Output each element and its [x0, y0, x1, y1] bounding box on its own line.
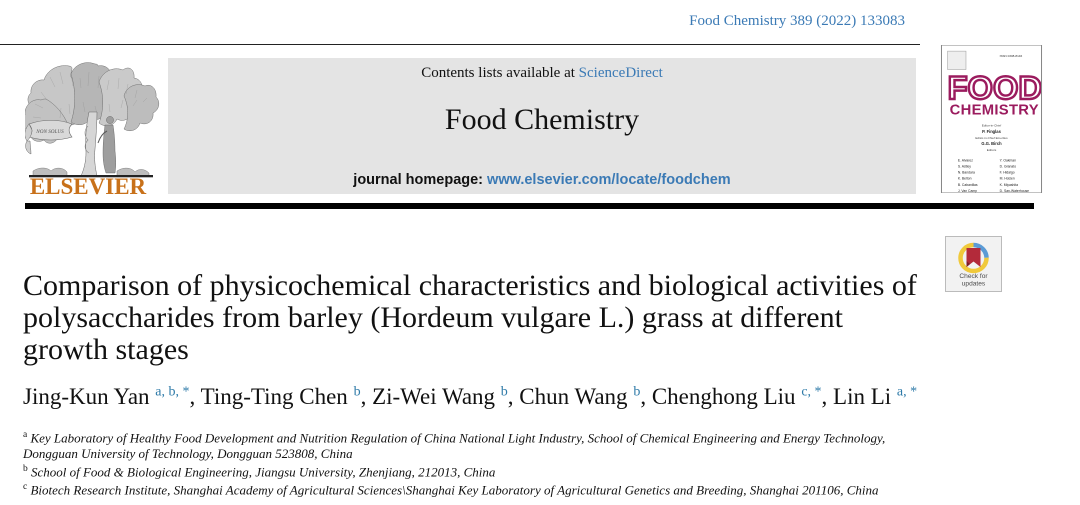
svg-text:Editor-in-Chief: Editor-in-Chief: [982, 124, 1002, 128]
svg-text:Y. Oakman: Y. Oakman: [1000, 158, 1017, 162]
svg-text:CHEMISTRY: CHEMISTRY: [950, 102, 1039, 118]
svg-text:B. Cabanillas: B. Cabanillas: [958, 183, 978, 187]
svg-text:K. Belton: K. Belton: [958, 177, 972, 181]
svg-text:S. Astley: S. Astley: [958, 164, 971, 168]
svg-text:ISSN 0308-8146: ISSN 0308-8146: [1000, 54, 1023, 58]
svg-text:Editor-in-Chief Emeritus: Editor-in-Chief Emeritus: [975, 136, 1008, 140]
svg-text:G.G. Birch: G.G. Birch: [981, 141, 1002, 146]
svg-text:D. Granato: D. Granato: [1000, 164, 1017, 168]
svg-text:F. Hidalgo: F. Hidalgo: [1000, 171, 1015, 175]
svg-text:E. Alvarez: E. Alvarez: [958, 158, 973, 162]
svg-text:FOOD: FOOD: [948, 69, 1042, 106]
svg-text:D. San-Waterhouse: D. San-Waterhouse: [1000, 189, 1030, 193]
svg-text:NON SOLUS: NON SOLUS: [35, 129, 64, 135]
svg-text:ELSEVIER: ELSEVIER: [30, 174, 147, 199]
svg-text:M. Holzen: M. Holzen: [1000, 177, 1015, 181]
svg-text:J. Van Camp: J. Van Camp: [958, 189, 977, 193]
svg-text:N. Bandara: N. Bandara: [958, 171, 975, 175]
svg-text:updates: updates: [962, 281, 986, 288]
svg-text:Check for: Check for: [959, 273, 988, 280]
svg-text:P. Finglas: P. Finglas: [982, 129, 1001, 134]
svg-text:K. Miyashita: K. Miyashita: [1000, 183, 1018, 187]
svg-text:Editors: Editors: [987, 148, 997, 152]
